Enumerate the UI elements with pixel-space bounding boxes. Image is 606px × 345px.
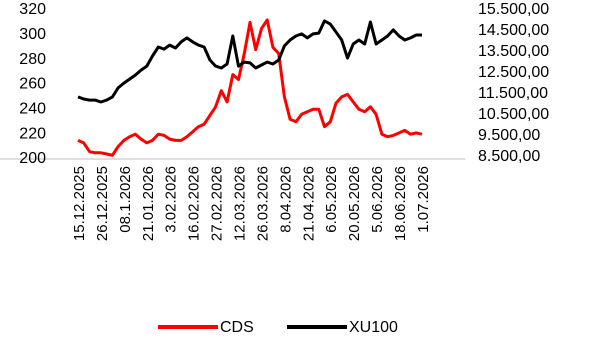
x-tick-label: 26.12.2025 xyxy=(94,166,111,241)
y-tick-label: 260 xyxy=(19,76,46,93)
x-tick-label: 15.12.2025 xyxy=(71,166,88,241)
x-tick-label: 6.05.2026 xyxy=(323,166,340,233)
y2-tick-label: 9.500,00 xyxy=(478,127,540,144)
y2-tick-label: 8.500,00 xyxy=(478,148,540,165)
y2-tick-label: 11.500,00 xyxy=(478,85,548,102)
x-tick-label: 08.1.2026 xyxy=(117,166,134,233)
x-tick-label: 12.03.2026 xyxy=(232,166,249,241)
x-tick-label: 21.01.2026 xyxy=(140,166,157,241)
y-tick-label: 240 xyxy=(19,101,46,118)
x-tick-label: 1.07.2026 xyxy=(415,166,432,233)
x-tick-label: 16.02.2026 xyxy=(186,166,203,241)
y2-tick-label: 14.500,00 xyxy=(478,22,549,39)
y2-tick-label: 10.500,00 xyxy=(478,106,549,123)
legend-label: XU100 xyxy=(349,319,398,336)
data-line xyxy=(77,18,423,157)
x-tick-label: 18.06.2026 xyxy=(392,166,409,241)
legend-label: CDS xyxy=(220,319,254,336)
x-tick-label: 27.02.2026 xyxy=(209,166,226,241)
x-tick-label: 5.06.2026 xyxy=(369,166,386,233)
y-tick-label: 300 xyxy=(19,26,46,43)
data-line xyxy=(77,19,422,104)
y-tick-label: 200 xyxy=(19,150,46,167)
y2-tick-label: 15.500,00 xyxy=(478,1,549,18)
x-tick-label: 3.02.2026 xyxy=(163,166,180,233)
x-tick-label: 8.04.2026 xyxy=(277,166,294,233)
x-tick-label: 26.03.2026 xyxy=(254,166,271,241)
y-tick-label: 220 xyxy=(19,125,46,142)
y2-tick-label: 12.500,00 xyxy=(478,64,549,81)
y-tick-label: 280 xyxy=(19,51,46,68)
x-tick-label: 21.04.2026 xyxy=(300,166,317,241)
y-tick-label: 320 xyxy=(19,1,46,18)
x-tick-label: 20.05.2026 xyxy=(346,166,363,241)
y2-tick-label: 13.500,00 xyxy=(478,43,549,60)
